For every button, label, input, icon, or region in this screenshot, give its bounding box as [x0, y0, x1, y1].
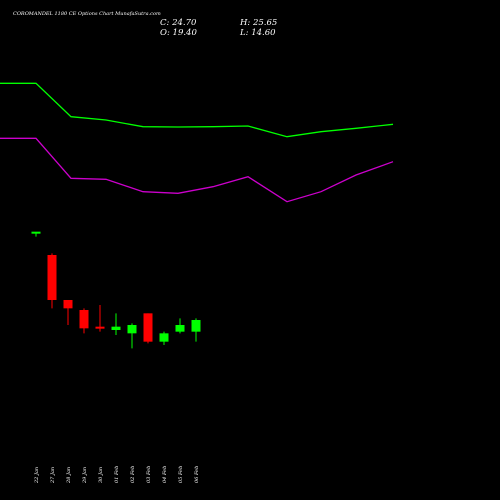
high-readout: H: 25.65 [240, 18, 278, 28]
candle [63, 300, 73, 325]
close-readout: C: 24.70 [160, 18, 197, 28]
upper-band-line [0, 82, 394, 138]
x-tick-label: 05 Feb [178, 466, 184, 483]
candle-body [47, 255, 57, 300]
band-lines [0, 82, 394, 203]
candle-body [175, 325, 185, 332]
candle-body [127, 325, 137, 334]
open-readout: O: 19.40 [160, 28, 197, 38]
x-tick-label: 28 Jan [66, 467, 72, 484]
candle [159, 331, 169, 345]
candle [143, 313, 153, 344]
x-tick-label: 02 Feb [130, 466, 136, 483]
x-tick-label: 29 Jan [82, 467, 88, 484]
x-tick-label: 22 Jan [34, 467, 40, 484]
candle [79, 308, 89, 334]
x-tick-label: 03 Feb [146, 466, 152, 483]
candle [95, 305, 105, 332]
x-tick-label: 01 Feb [114, 466, 120, 483]
x-tick-label: 04 Feb [162, 466, 168, 483]
candle-body [191, 320, 201, 332]
candle-body [111, 326, 121, 330]
candle [127, 323, 137, 349]
candle [111, 313, 121, 335]
candle [191, 318, 201, 342]
x-tick-label: 30 Jan [98, 467, 104, 483]
lower-band-line [0, 137, 394, 203]
candle [47, 253, 57, 309]
candles [31, 231, 201, 349]
x-tick-label: 06 Feb [194, 466, 200, 483]
chart-title: COROMANDEL 1180 CE Options Chart MunafaS… [13, 11, 161, 17]
candle-body [143, 313, 153, 342]
candle-body [159, 333, 169, 342]
x-tick-label: 27 Jan [50, 467, 56, 484]
candle-body [95, 326, 105, 329]
candle-body [63, 300, 73, 309]
low-readout: L: 14.60 [240, 28, 276, 38]
candle-body [31, 231, 41, 234]
candle [175, 318, 185, 334]
candle [31, 231, 41, 237]
candle-body [79, 310, 89, 329]
x-tick-labels: 22 Jan 27 Jan 28 Jan 29 Jan 30 Jan 01 Feb 02 F… [34, 466, 200, 484]
